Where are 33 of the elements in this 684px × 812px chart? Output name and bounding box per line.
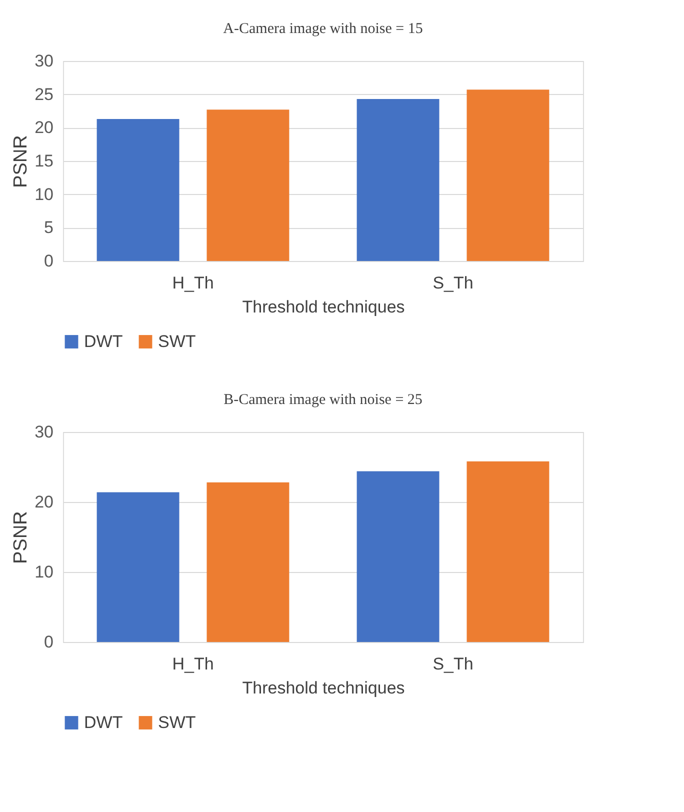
y-tick-label: 15 — [34, 152, 54, 170]
bar — [466, 90, 550, 261]
bar — [206, 482, 290, 642]
chart-title: A-Camera image with noise = 15 — [223, 21, 423, 37]
bar — [356, 471, 440, 642]
y-tick-label: 0 — [44, 632, 54, 652]
x-tick-label: H_Th — [172, 654, 214, 674]
y-tick-label: 30 — [34, 52, 54, 70]
x-axis-title: Threshold techniques — [242, 678, 405, 698]
y-tick-label: 20 — [34, 118, 54, 138]
bar — [96, 119, 180, 261]
legend-label: DWT — [84, 332, 123, 351]
y-tick-label: 5 — [44, 218, 54, 238]
legend-label: DWT — [84, 712, 123, 732]
x-axis-title: Threshold techniques — [242, 298, 405, 316]
legend-label: SWT — [158, 712, 196, 732]
y-axis-title: PSNR — [10, 135, 32, 188]
bar — [356, 99, 440, 261]
bar — [96, 492, 180, 642]
y-tick-label: 10 — [34, 184, 54, 204]
y-tick-label: 20 — [34, 492, 54, 512]
x-tick-label: H_Th — [172, 274, 214, 292]
y-tick-label: 10 — [34, 562, 54, 582]
y-tick-label: 0 — [44, 252, 54, 270]
y-tick-label: 30 — [34, 422, 54, 442]
bar — [206, 110, 290, 261]
x-tick-label: S_Th — [432, 274, 474, 292]
y-axis-title: PSNR — [10, 511, 32, 564]
y-tick-label: 25 — [34, 84, 54, 104]
legend-label: SWT — [158, 332, 196, 351]
chart-title: B-Camera image with noise = 25 — [224, 392, 422, 408]
bar — [466, 461, 550, 642]
x-tick-label: S_Th — [432, 654, 474, 674]
